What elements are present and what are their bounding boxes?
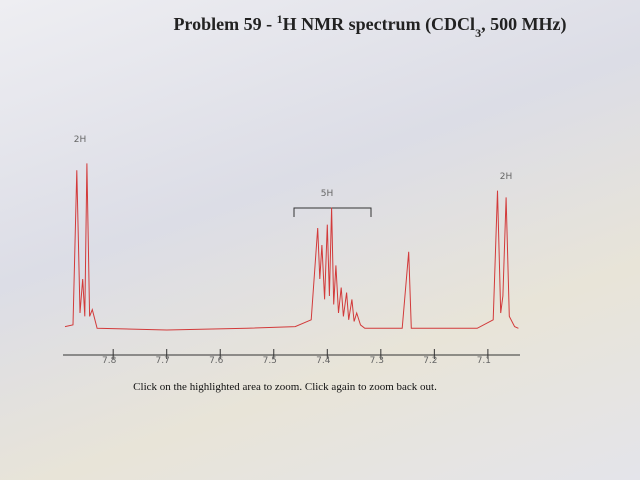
page-title: Problem 59 - 1H NMR spectrum (CDCl3, 500… — [173, 12, 566, 40]
x-tick-label: 7.4 — [316, 356, 331, 366]
x-tick-label: 7.2 — [423, 356, 437, 366]
x-tick-label: 7.3 — [370, 356, 384, 366]
integration-bracket — [293, 207, 372, 217]
instructions: Click on the highlighted area to zoom. C… — [133, 381, 437, 393]
x-tick-label: 7.5 — [263, 356, 277, 366]
title-part: , 500 MHz) — [481, 14, 566, 35]
integration-label: 5H — [321, 189, 334, 199]
x-tick-label: 7.8 — [102, 356, 117, 366]
title-sub: 3 — [475, 26, 481, 40]
title-sup: 1 — [277, 12, 283, 26]
spectrum-line — [64, 163, 519, 331]
integration-label: 2H — [500, 172, 513, 182]
title-part: Problem 59 - — [173, 14, 276, 34]
x-tick-label: 7.7 — [156, 356, 170, 366]
x-tick-label: 7.6 — [209, 356, 224, 366]
title-part: H NMR spectrum (CDCl — [283, 14, 475, 35]
integration-label: 2H — [74, 135, 87, 145]
zoom-area[interactable] — [60, 130, 525, 370]
x-tick-label: 7.1 — [477, 356, 491, 366]
